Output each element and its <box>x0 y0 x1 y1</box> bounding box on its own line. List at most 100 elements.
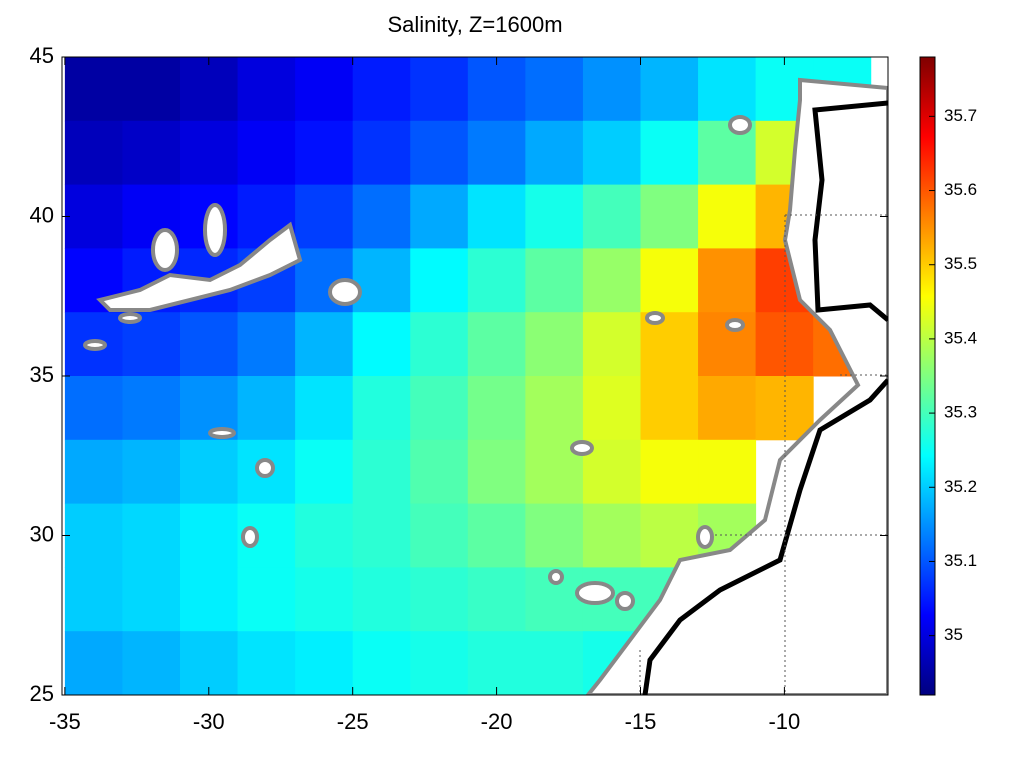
cell <box>237 376 296 441</box>
colorbar-tick-label: 35.4 <box>944 328 977 347</box>
cell <box>410 376 469 441</box>
cell <box>295 57 354 122</box>
cell <box>64 376 123 441</box>
cell <box>295 439 354 505</box>
border <box>642 378 888 695</box>
cell <box>64 503 123 568</box>
y-tick-label: 35 <box>30 362 54 387</box>
x-tick-label: -20 <box>481 709 513 734</box>
cell <box>467 503 526 568</box>
cell <box>640 184 699 249</box>
cell <box>640 376 699 441</box>
cell <box>122 503 181 568</box>
cell <box>180 120 239 186</box>
cell <box>180 312 239 377</box>
cell <box>237 567 296 632</box>
cell <box>352 439 411 505</box>
cell <box>352 503 411 568</box>
y-tick-label: 30 <box>30 521 54 546</box>
border <box>812 100 888 322</box>
cell <box>180 439 239 505</box>
cell <box>582 57 641 122</box>
cell <box>582 312 641 377</box>
x-tick-label: -10 <box>768 709 800 734</box>
cell <box>295 120 354 186</box>
cell <box>467 631 526 695</box>
colorbar-tick-label: 35.6 <box>944 180 977 199</box>
cell <box>467 439 526 505</box>
cell <box>352 631 411 695</box>
cell <box>698 248 757 313</box>
cell <box>467 120 526 186</box>
cell <box>352 248 411 313</box>
cell <box>410 567 469 632</box>
cell <box>525 120 584 186</box>
land <box>83 77 888 695</box>
cell <box>237 120 296 186</box>
cell <box>640 248 699 313</box>
cell <box>525 503 584 568</box>
cell <box>180 567 239 632</box>
cell <box>237 312 296 377</box>
cell <box>640 439 699 505</box>
colorbar-tick-label: 35.2 <box>944 477 977 496</box>
grid-dots <box>639 214 888 695</box>
cell <box>582 184 641 249</box>
cell <box>698 376 757 441</box>
cell <box>467 567 526 632</box>
y-tick-label: 40 <box>30 202 54 227</box>
cell <box>122 567 181 632</box>
cell <box>122 376 181 441</box>
colorbar-tick-label: 35.7 <box>944 106 977 125</box>
cell <box>122 631 181 695</box>
y-tick-label: 45 <box>30 43 54 68</box>
cell <box>410 248 469 313</box>
chart-title: Salinity, Z=1600m <box>387 12 562 37</box>
cell <box>352 376 411 441</box>
cell <box>180 57 239 122</box>
cell <box>582 503 641 568</box>
cell <box>525 57 584 122</box>
cell <box>640 57 699 122</box>
cell <box>64 439 123 505</box>
x-tick-label: -35 <box>49 709 81 734</box>
cell <box>525 312 584 377</box>
colorbar <box>919 56 936 696</box>
cell <box>525 248 584 313</box>
cell <box>122 57 181 122</box>
cell <box>698 184 757 249</box>
cell <box>410 439 469 505</box>
cell <box>352 57 411 122</box>
cell <box>352 312 411 377</box>
cell <box>640 120 699 186</box>
cell <box>467 248 526 313</box>
colorbar-tick-label: 35.3 <box>944 403 977 422</box>
cell <box>467 376 526 441</box>
cell <box>525 184 584 249</box>
cell <box>122 439 181 505</box>
x-tick-label: -25 <box>337 709 369 734</box>
cell <box>237 57 296 122</box>
cell <box>582 376 641 441</box>
cell <box>237 631 296 695</box>
cell <box>582 120 641 186</box>
cell <box>467 312 526 377</box>
cell <box>410 57 469 122</box>
cell <box>698 57 757 122</box>
islands <box>83 115 752 611</box>
cell <box>410 120 469 186</box>
cell <box>467 184 526 249</box>
x-tick-label: -15 <box>625 709 657 734</box>
cell <box>180 503 239 568</box>
cell <box>410 312 469 377</box>
cell <box>180 631 239 695</box>
colorbar-tick-label: 35 <box>944 625 963 644</box>
colorbar-tick-label: 35.1 <box>944 551 977 570</box>
cell <box>295 631 354 695</box>
cell <box>352 567 411 632</box>
cell <box>64 631 123 695</box>
cell <box>295 184 354 249</box>
colorbar-tick-label: 35.5 <box>944 254 977 273</box>
cell <box>410 503 469 568</box>
